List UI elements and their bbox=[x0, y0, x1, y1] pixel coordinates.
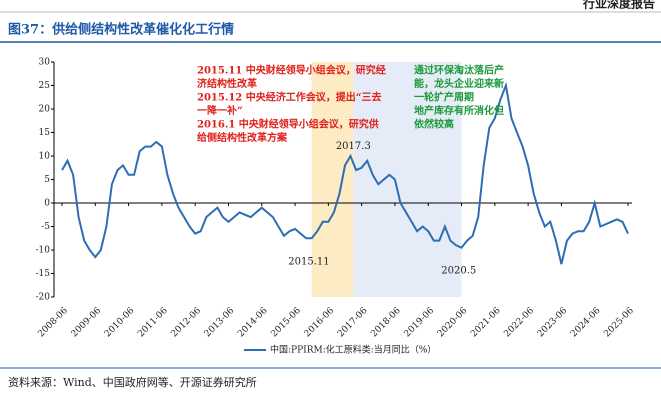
x-tick-label: 2025-06 bbox=[602, 306, 636, 340]
note: 地产库存有所消化但 bbox=[414, 104, 504, 117]
x-tick-label: 2014-06 bbox=[236, 306, 270, 340]
x-tick-label: 2019-06 bbox=[403, 306, 437, 340]
y-tick-label: -15 bbox=[36, 269, 51, 279]
annotation: 2015.11 bbox=[288, 256, 329, 267]
data-line bbox=[61, 81, 629, 265]
y-tick-label: 25 bbox=[39, 81, 51, 91]
y-tick-label: -5 bbox=[41, 222, 50, 232]
y-tick-label: 15 bbox=[39, 128, 51, 138]
note: 能，龙头企业迎来新 bbox=[414, 77, 504, 90]
x-tick-label: 2024-06 bbox=[569, 306, 603, 340]
y-tick-label: -10 bbox=[36, 246, 51, 256]
x-tick-label: 2015-06 bbox=[269, 306, 303, 340]
note: 一轮扩产周期 bbox=[414, 91, 474, 104]
x-tick-label: 2012-06 bbox=[170, 306, 204, 340]
note: 通过环保淘汰落后产 bbox=[414, 64, 504, 77]
annotation: 2017.3 bbox=[336, 141, 371, 152]
note: 2015.12 中央经济工作会议，提出“三去 bbox=[197, 91, 381, 104]
y-tick-label: 10 bbox=[39, 152, 51, 162]
y-tick-label: -20 bbox=[36, 293, 51, 303]
x-tick-label: 2013-06 bbox=[203, 306, 237, 340]
y-tick-label: 20 bbox=[39, 105, 51, 115]
chart-title: 图37：供给侧结构性改革催化化工行情 bbox=[8, 22, 234, 38]
annotation: 2020.5 bbox=[441, 266, 476, 277]
y-tick-label: 5 bbox=[44, 175, 50, 185]
source: 资料来源：Wind、中国政府网等、开源证券研究所 bbox=[8, 375, 257, 389]
x-tick-label: 2011-06 bbox=[136, 306, 170, 340]
shaded-band bbox=[311, 62, 354, 297]
x-tick-label: 2016-06 bbox=[303, 306, 337, 340]
note: 2015.11 中央财经领导小组会议，研究经 bbox=[197, 64, 386, 77]
x-tick-label: 2010-06 bbox=[103, 306, 137, 340]
x-tick-label: 2021-06 bbox=[469, 306, 503, 340]
note: 2016.1 中央财经领导小组会议，研究供 bbox=[197, 118, 379, 131]
legend-label: 中国:PPIRM:化工原料类:当月同比（%） bbox=[270, 344, 436, 356]
note: 给侧结构性改革方案 bbox=[197, 131, 288, 144]
header: 行业深度报告 bbox=[582, 0, 655, 11]
x-tick-label: 2023-06 bbox=[536, 306, 570, 340]
x-tick-label: 2008-06 bbox=[36, 306, 70, 340]
note: 依然较高 bbox=[414, 118, 454, 131]
x-tick-label: 2009-06 bbox=[70, 306, 104, 340]
y-tick-label: 0 bbox=[44, 199, 50, 209]
x-tick-label: 2022-06 bbox=[502, 306, 536, 340]
note: 济结构性改革 bbox=[197, 77, 257, 90]
shaded-band bbox=[353, 62, 462, 297]
x-tick-label: 2018-06 bbox=[369, 306, 403, 340]
x-tick-label: 2017-06 bbox=[336, 306, 370, 340]
y-tick-label: 30 bbox=[39, 58, 51, 68]
x-tick-label: 2020-06 bbox=[436, 306, 470, 340]
note: 一降一补” bbox=[197, 104, 243, 117]
